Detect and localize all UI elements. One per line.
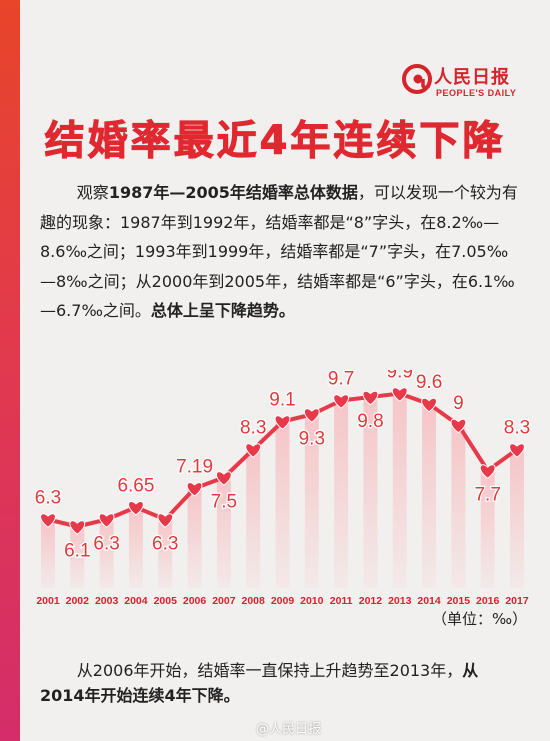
summary-paragraph: 从2006年开始，结婚率一直保持上升趋势至2013年，从2014年开始连续4年下… [40, 658, 520, 708]
point-heart-icon [216, 471, 232, 486]
point-heart-icon [421, 397, 437, 413]
data-label-2002: 6.1 [64, 541, 90, 562]
data-label-2011: 9.7 [328, 370, 354, 390]
bar-2011 [334, 400, 349, 588]
bar-2010 [304, 414, 319, 588]
x-tick-label: 2008 [242, 595, 266, 607]
data-label-2010: 9.3 [299, 429, 325, 450]
intro-bold-2: 总体上呈下降趋势。 [150, 301, 295, 320]
point-heart-icon [362, 390, 379, 406]
intro-text-2: ，可以发现一个较为有趣的现象：1987年到1992年，结婚率都是“8”字头，在8… [40, 183, 518, 320]
intro-bold-1: 1987年—2005年结婚率总体数据 [108, 183, 358, 202]
page-title: 结婚率最近4年连续下降 [44, 118, 506, 165]
point-heart-icon [157, 513, 174, 528]
x-tick-label: 2014 [417, 595, 441, 607]
data-label-2012: 9.8 [357, 411, 383, 432]
point-heart-icon [186, 482, 203, 497]
x-tick-label: 2005 [154, 595, 178, 607]
x-tick-label: 2011 [330, 595, 353, 607]
brand-logo: 人民日报 PEOPLE'S DAILY [400, 62, 535, 102]
brand-name: 人民日报 [434, 67, 510, 88]
data-label-2008: 8.3 [240, 418, 266, 439]
intro-paragraph: 观察1987年—2005年结婚率总体数据，可以发现一个较为有趣的现象：1987年… [40, 178, 520, 326]
side-accent-bar [0, 0, 20, 741]
x-tick-label: 2006 [183, 595, 207, 607]
data-label-2004: 6.65 [117, 475, 154, 496]
point-heart-icon [509, 443, 525, 458]
data-label-2014: 9.6 [416, 372, 442, 393]
point-heart-icon [98, 513, 115, 528]
bar-2008 [246, 449, 261, 588]
intro-text-1: 观察 [76, 183, 109, 202]
summary-bold: 从2014年开始连续4年下降。 [40, 661, 479, 705]
bar-2016 [480, 470, 495, 588]
x-tick-label: 2004 [124, 595, 148, 607]
x-tick-label: 2016 [476, 595, 500, 607]
x-tick-label: 2013 [388, 595, 412, 607]
x-tick-label: 2015 [447, 595, 471, 607]
data-label-2015: 9 [453, 393, 464, 414]
point-heart-icon [69, 520, 86, 535]
marriage-rate-chart: 6.36.1 6.36.656.37.197.58.39.19.39.79.89.… [34, 370, 532, 607]
data-label-2007: 7.5 [211, 492, 237, 513]
bar-2003 [99, 519, 114, 588]
data-label-2017: 8.3 [504, 418, 530, 439]
bar-2004 [128, 507, 143, 588]
data-label-2009: 9.1 [269, 390, 295, 411]
bar-2007 [216, 477, 231, 588]
bar-2013 [392, 393, 407, 588]
bar-2012 [363, 397, 378, 588]
point-heart-icon [40, 513, 56, 528]
brand-name-en: PEOPLE'S DAILY [436, 88, 517, 98]
watermark: @人民日报 [256, 722, 322, 737]
data-label-2005: 6.3 [152, 534, 178, 555]
bar-2009 [275, 421, 290, 588]
data-label-2001: 6.3 [35, 488, 61, 509]
point-heart-icon [128, 501, 144, 516]
data-label-2013: 9.9 [387, 370, 413, 383]
bar-2006 [187, 488, 202, 588]
bar-2015 [451, 425, 466, 588]
x-tick-label: 2003 [95, 595, 119, 607]
x-tick-label: 2017 [505, 595, 529, 607]
chart-unit-label: （单位：‰） [432, 610, 528, 628]
point-heart-icon [303, 408, 320, 423]
x-tick-label: 2009 [271, 595, 295, 607]
data-label-2016: 7.7 [474, 485, 500, 506]
bar-2017 [510, 449, 524, 588]
bar-2014 [422, 404, 437, 588]
point-heart-icon [391, 387, 408, 402]
point-heart-icon [479, 464, 496, 479]
data-label-2006: 7.19 [176, 456, 213, 477]
summary-text: 从2006年开始，结婚率一直保持上升趋势至2013年， [76, 661, 463, 680]
point-heart-icon [274, 415, 291, 430]
data-label-2003: 6.3 [93, 534, 119, 555]
brand-logo-mark-icon [402, 64, 432, 94]
point-heart-icon [333, 394, 349, 409]
bar-2001 [41, 519, 55, 588]
x-tick-label: 2012 [359, 595, 383, 607]
x-tick-label: 2001 [36, 595, 60, 607]
point-heart-icon [450, 418, 467, 434]
point-heart-icon [245, 443, 262, 458]
x-tick-label: 2010 [300, 595, 324, 607]
x-tick-label: 2002 [66, 595, 90, 607]
bar-2002 [70, 526, 85, 588]
bar-2005 [158, 519, 173, 588]
x-tick-label: 2007 [212, 595, 236, 607]
